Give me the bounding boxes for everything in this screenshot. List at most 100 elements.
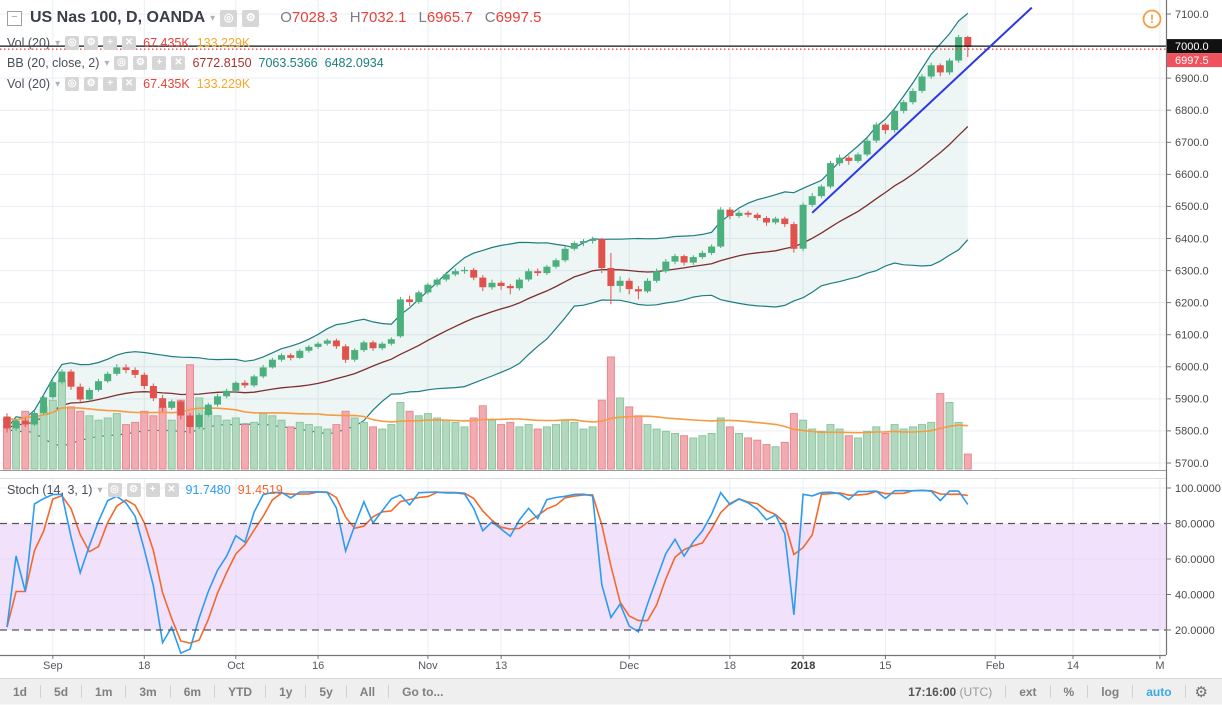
svg-text:80.0000: 80.0000: [1175, 518, 1215, 530]
bb-lower-value: 6482.0934: [324, 56, 384, 70]
indicator-label[interactable]: Stoch (14, 3, 1): [7, 483, 93, 497]
stochastic-legend: Stoch (14, 3, 1) ▾ ◎ ⚙ + ✕ 91.7480 91.45…: [7, 483, 283, 497]
percent-toggle[interactable]: %: [1063, 684, 1075, 699]
settings-icon[interactable]: ⚙: [84, 36, 99, 50]
svg-text:15: 15: [879, 660, 891, 672]
high-value: 7032.1: [360, 9, 407, 26]
settings-icon[interactable]: ⚙: [133, 56, 148, 70]
visibility-icon[interactable]: ◎: [65, 36, 80, 50]
range-5d[interactable]: 5d: [54, 684, 69, 699]
open-label: O: [280, 9, 292, 26]
svg-text:6300.0: 6300.0: [1175, 265, 1209, 277]
svg-text:6700.0: 6700.0: [1175, 137, 1209, 149]
visibility-icon[interactable]: ◎: [220, 9, 238, 27]
svg-text:5700.0: 5700.0: [1175, 458, 1209, 470]
bollinger-band: [6, 12, 969, 447]
svg-text:7100.0: 7100.0: [1175, 9, 1209, 21]
goto-button[interactable]: Go to...: [402, 684, 444, 699]
ext-toggle[interactable]: ext: [1019, 684, 1037, 699]
bottom-toolbar: 1d 5d 1m 3m 6m YTD 1y 5y All Go to... 17…: [0, 678, 1222, 704]
range-1m[interactable]: 1m: [95, 684, 113, 699]
close-value: 6997.5: [495, 9, 542, 26]
chart-canvas[interactable]: 7100.0 6900.0 6800.0 6700.0 6600.0 6500.0 6400…: [0, 0, 1222, 678]
visibility-icon[interactable]: ◎: [107, 483, 122, 497]
svg-text:6200.0: 6200.0: [1175, 297, 1209, 309]
bollinger-legend: BB (20, close, 2) ▾ ◎ ⚙ + ✕ 6772.8150 70…: [7, 56, 384, 70]
divider: [388, 685, 390, 698]
settings-icon[interactable]: ⚙: [84, 77, 99, 91]
svg-text:60.0000: 60.0000: [1175, 554, 1215, 566]
visibility-icon[interactable]: ◎: [65, 77, 80, 91]
auto-toggle[interactable]: auto: [1146, 684, 1172, 699]
svg-text:6100.0: 6100.0: [1175, 330, 1209, 342]
range-ytd[interactable]: YTD: [228, 684, 253, 699]
timezone-label[interactable]: (UTC): [959, 684, 993, 699]
ohlc-readout: O7028.3 H7032.1 L6965.7 C6997.5: [280, 9, 541, 27]
svg-text:Nov: Nov: [418, 660, 438, 672]
range-1d[interactable]: 1d: [13, 684, 28, 699]
stochastic-lines: [6, 489, 969, 655]
settings-icon[interactable]: ⚙: [126, 483, 141, 497]
range-5y[interactable]: 5y: [319, 684, 333, 699]
close-icon[interactable]: ✕: [122, 77, 137, 91]
chevron-down-icon[interactable]: ▾: [55, 37, 61, 49]
add-icon[interactable]: +: [145, 483, 160, 497]
volume-legend-2: Vol (20) ▾ ◎ ⚙ + ✕ 67.435K 133.229K: [7, 77, 250, 91]
close-icon[interactable]: ✕: [122, 36, 137, 50]
svg-text:Sep: Sep: [43, 660, 63, 672]
settings-icon[interactable]: ⚙: [242, 9, 260, 27]
indicator-label[interactable]: Vol (20): [7, 36, 51, 50]
divider: [1005, 685, 1007, 698]
range-1y[interactable]: 1y: [279, 684, 293, 699]
alert-icon[interactable]: !: [1142, 9, 1162, 29]
svg-text:16: 16: [312, 660, 324, 672]
range-all[interactable]: All: [359, 684, 376, 699]
symbol-title[interactable]: US Nas 100, D, OANDA: [30, 9, 206, 26]
divider: [305, 685, 307, 698]
svg-text:6900.0: 6900.0: [1175, 73, 1209, 85]
close-icon[interactable]: ✕: [171, 56, 186, 70]
svg-text:5900.0: 5900.0: [1175, 394, 1209, 406]
gear-icon[interactable]: ⚙: [1194, 683, 1208, 701]
range-6m[interactable]: 6m: [183, 684, 202, 699]
divider: [169, 685, 171, 698]
divider: [345, 685, 347, 698]
stoch-k-value: 91.7480: [185, 483, 231, 497]
volume-ma-value: 133.229K: [196, 77, 251, 91]
add-icon[interactable]: +: [152, 56, 167, 70]
chevron-down-icon[interactable]: ▾: [104, 57, 110, 69]
low-label: L: [418, 9, 427, 26]
divider: [1132, 685, 1134, 698]
volume-legend-1: Vol (20) ▾ ◎ ⚙ + ✕ 67.435K 133.229K: [7, 36, 250, 50]
close-icon[interactable]: ✕: [164, 483, 179, 497]
add-icon[interactable]: +: [103, 36, 118, 50]
bb-basis-value: 6772.8150: [192, 56, 252, 70]
log-toggle[interactable]: log: [1101, 684, 1120, 699]
volume-value: 67.435K: [143, 77, 190, 91]
divider: [125, 685, 127, 698]
svg-text:6000.0: 6000.0: [1175, 362, 1209, 374]
indicator-label[interactable]: BB (20, close, 2): [7, 56, 100, 70]
open-value: 7028.3: [291, 9, 338, 26]
indicator-label[interactable]: Vol (20): [7, 77, 51, 91]
divider: [265, 685, 267, 698]
svg-text:6500.0: 6500.0: [1175, 201, 1209, 213]
visibility-icon[interactable]: ◎: [114, 56, 129, 70]
chevron-down-icon[interactable]: ▾: [97, 484, 103, 496]
divider: [81, 685, 83, 698]
svg-text:Dec: Dec: [619, 660, 639, 672]
svg-text:18: 18: [724, 660, 736, 672]
svg-text:6800.0: 6800.0: [1175, 105, 1209, 117]
chevron-down-icon[interactable]: ▾: [210, 12, 216, 24]
candles-layer: [3, 34, 972, 434]
range-3m[interactable]: 3m: [139, 684, 157, 699]
collapse-icon[interactable]: −: [7, 10, 22, 26]
clock[interactable]: 17:16:00: [908, 684, 957, 699]
high-label: H: [349, 9, 361, 26]
volume-value: 67.435K: [143, 36, 190, 50]
add-icon[interactable]: +: [103, 77, 118, 91]
svg-text:2018: 2018: [791, 660, 815, 672]
low-value: 6965.7: [426, 9, 473, 26]
chevron-down-icon[interactable]: ▾: [55, 78, 61, 90]
